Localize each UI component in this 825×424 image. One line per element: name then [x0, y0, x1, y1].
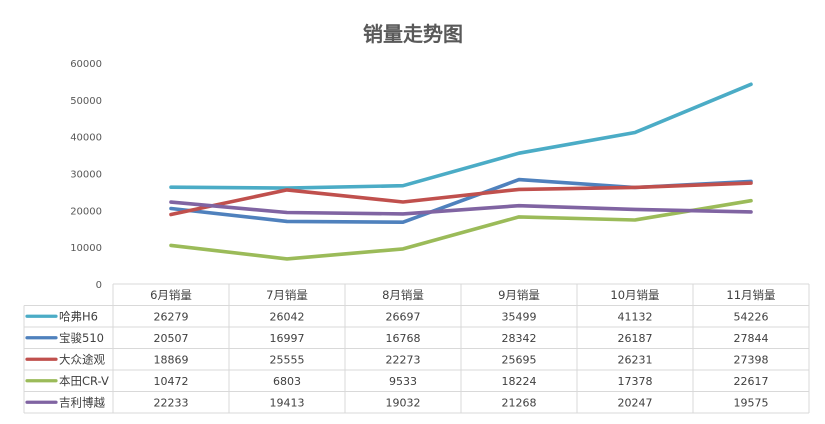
data-cell: 25695 [502, 353, 537, 366]
data-cell: 16768 [386, 332, 421, 345]
category-label: 6月销量 [150, 288, 192, 302]
data-cell: 26697 [386, 310, 421, 323]
category-label: 11月销量 [726, 288, 775, 302]
data-cell: 10472 [154, 375, 189, 388]
data-cell: 27398 [734, 353, 769, 366]
series-name: 吉利博越 [59, 395, 105, 409]
data-cell: 35499 [502, 310, 537, 323]
data-cell: 20247 [618, 396, 653, 409]
series-line-2 [169, 181, 753, 217]
data-cell: 21268 [502, 396, 537, 409]
data-cell: 22617 [734, 375, 769, 388]
data-cell: 9533 [389, 375, 417, 388]
data-cell: 6803 [273, 375, 301, 388]
data-cell: 19413 [270, 396, 305, 409]
y-tick-label: 0 [96, 280, 102, 291]
data-cell: 28342 [502, 332, 537, 345]
data-cell: 41132 [618, 310, 653, 323]
category-label: 9月销量 [498, 288, 540, 302]
data-cell: 19575 [734, 396, 769, 409]
data-cell: 19032 [386, 396, 421, 409]
data-cell: 17378 [618, 375, 653, 388]
y-tick-label: 50000 [70, 96, 102, 107]
series-name: 大众途观 [59, 352, 105, 366]
category-label: 7月销量 [266, 288, 308, 302]
y-axis: 0 10000 20000 30000 40000 50000 60000 [70, 59, 102, 291]
data-cell: 18224 [502, 375, 537, 388]
data-cell: 22233 [154, 396, 189, 409]
data-cell: 18869 [154, 353, 189, 366]
category-label: 10月销量 [610, 288, 659, 302]
data-cell: 22273 [386, 353, 421, 366]
data-cell: 20507 [154, 332, 189, 345]
y-tick-label: 60000 [70, 59, 102, 70]
series-name: 宝骏510 [59, 331, 104, 345]
data-cell: 26042 [270, 310, 305, 323]
data-cell: 26231 [618, 353, 653, 366]
series-line-4 [169, 200, 753, 216]
y-tick-label: 20000 [70, 206, 102, 217]
series-line-0 [169, 82, 753, 190]
series-name: 本田CR-V [59, 374, 109, 388]
data-cell: 16997 [270, 332, 305, 345]
y-tick-label: 40000 [70, 133, 102, 144]
data-cell: 27844 [734, 332, 769, 345]
data-cell: 54226 [734, 310, 769, 323]
data-cell: 25555 [270, 353, 305, 366]
series-name: 哈弗H6 [59, 309, 98, 323]
chart-title: 销量走势图 [363, 22, 463, 46]
data-cell: 26279 [154, 310, 189, 323]
y-tick-label: 30000 [70, 170, 102, 181]
plot-area [169, 82, 753, 261]
y-tick-label: 10000 [70, 243, 102, 254]
data-cell: 26187 [618, 332, 653, 345]
series-line-3 [169, 198, 753, 261]
category-label: 8月销量 [382, 288, 424, 302]
